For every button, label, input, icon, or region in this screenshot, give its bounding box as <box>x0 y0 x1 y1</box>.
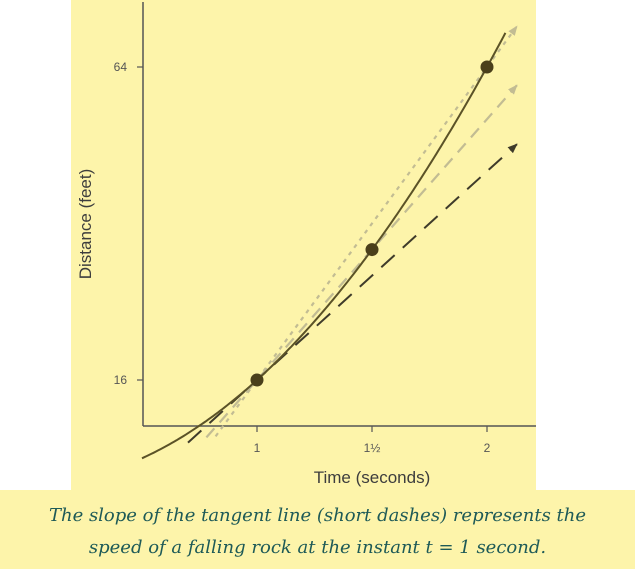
caption-line-2: speed of a falling rock at the instant t… <box>88 537 547 558</box>
data-point <box>365 243 379 257</box>
caption-background <box>0 490 635 569</box>
y-tick-label: 64 <box>114 60 128 74</box>
distance-curve <box>141 32 507 460</box>
x-tick-label: 1½ <box>364 441 381 455</box>
y-axis-title: Distance (feet) <box>76 169 95 280</box>
secant-line-1-to-1-5 <box>205 84 518 439</box>
data-point <box>480 60 494 74</box>
figure-caption: The slope of the tangent line (short das… <box>0 500 635 564</box>
data-point <box>250 373 264 387</box>
chart-figure: 1 1½ 2 16 64 Time (seconds) Distance (feet) <box>71 0 536 490</box>
caption-line-1: The slope of the tangent line (short das… <box>48 505 587 526</box>
x-tick-label: 1 <box>254 441 261 455</box>
x-tick-label: 2 <box>484 441 491 455</box>
distance-time-chart: 1 1½ 2 16 64 Time (seconds) Distance (feet) <box>76 2 536 487</box>
x-axis-title: Time (seconds) <box>314 468 431 487</box>
secant-line-1-to-2 <box>214 25 518 437</box>
y-tick-label: 16 <box>114 373 128 387</box>
